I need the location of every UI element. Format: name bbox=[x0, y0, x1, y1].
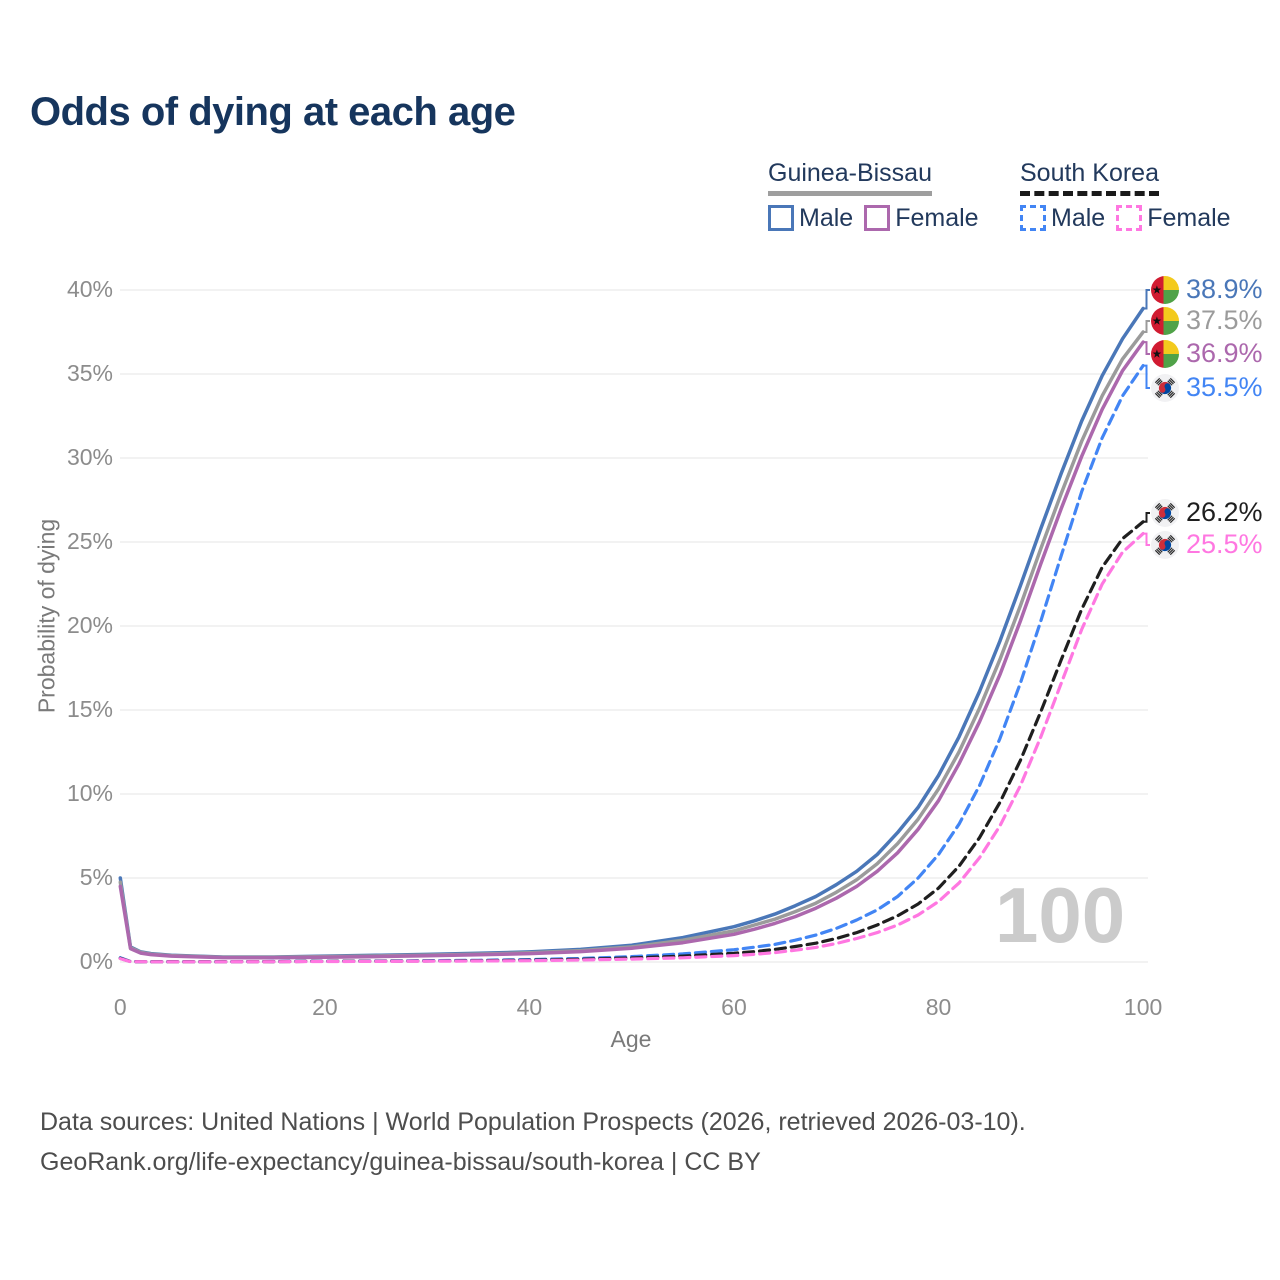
x-tick-label: 80 bbox=[925, 994, 952, 1020]
legend-item-south-korea-female[interactable]: Female bbox=[1116, 203, 1231, 233]
data-sources-text: Data sources: United Nations | World Pop… bbox=[40, 1108, 1026, 1136]
legend-item-label: Male bbox=[799, 203, 854, 232]
x-tick-label: 40 bbox=[516, 994, 543, 1020]
x-tick-label: 0 bbox=[113, 994, 127, 1020]
x-axis-title: Age bbox=[610, 1026, 652, 1052]
legend-item-label: Male bbox=[1051, 203, 1106, 232]
end-label-connector bbox=[1143, 364, 1150, 389]
age-counter-watermark: 100 bbox=[995, 871, 1126, 959]
curve-south-korea-both[interactable] bbox=[118, 520, 1145, 964]
end-label-connector bbox=[1143, 289, 1150, 310]
legend-items-guinea-bissau: Male Female bbox=[768, 204, 979, 233]
end-value-label: 38.9% bbox=[1186, 274, 1263, 304]
curve-guinea-bissau-both[interactable] bbox=[118, 330, 1145, 960]
legend-items-south-korea: Male Female bbox=[1020, 204, 1231, 233]
curve-south-korea-female[interactable] bbox=[118, 531, 1145, 964]
attribution-url-text[interactable]: GeoRank.org/life-expectancy/guinea-bissa… bbox=[40, 1148, 761, 1176]
curve-guinea-bissau-female[interactable] bbox=[118, 340, 1145, 960]
page-title: Odds of dying at each age bbox=[30, 90, 516, 134]
south-korea-flag-icon bbox=[1150, 498, 1180, 528]
curve-guinea-bissau-male[interactable] bbox=[118, 306, 1145, 959]
series-end-label-south-korea-female: 25.5% bbox=[1150, 529, 1263, 560]
legend-item-guinea-bissau-male[interactable]: Male bbox=[768, 204, 853, 233]
x-tick-label: 60 bbox=[721, 994, 747, 1020]
series-end-label-guinea-bissau-male: 38.9% bbox=[1150, 274, 1263, 305]
guinea-bissau-flag-icon bbox=[1150, 275, 1180, 305]
end-value-label: 25.5% bbox=[1186, 529, 1263, 559]
legend-country-guinea-bissau[interactable]: Guinea-Bissau bbox=[768, 159, 932, 196]
x-tick-label: 100 bbox=[1123, 994, 1163, 1020]
y-tick-label: 15% bbox=[66, 696, 113, 722]
series-end-label-south-korea-both: 26.2% bbox=[1150, 497, 1263, 528]
guinea-bissau-flag-icon bbox=[1150, 339, 1180, 369]
legend-country-south-korea[interactable]: South Korea bbox=[1020, 159, 1159, 196]
south-korea-flag-icon bbox=[1150, 373, 1180, 403]
legend-group-guinea-bissau: Guinea-Bissau Male Female bbox=[768, 159, 979, 233]
end-label-connector bbox=[1143, 532, 1150, 546]
legend-group-south-korea: South Korea Male Female bbox=[1020, 159, 1231, 233]
y-tick-label: 10% bbox=[66, 780, 113, 806]
legend-item-south-korea-male[interactable]: Male bbox=[1020, 204, 1105, 233]
solid-male-swatch-icon bbox=[768, 205, 794, 231]
end-label-connector bbox=[1143, 320, 1150, 333]
end-value-label: 35.5% bbox=[1186, 372, 1263, 402]
end-value-label: 26.2% bbox=[1186, 497, 1263, 527]
dashed-male-swatch-icon bbox=[1020, 205, 1046, 231]
legend-item-label: Female bbox=[895, 203, 979, 232]
y-tick-label: 25% bbox=[66, 528, 113, 554]
series-end-label-guinea-bissau-female: 36.9% bbox=[1150, 338, 1263, 369]
series-end-label-south-korea-male: 35.5% bbox=[1150, 372, 1263, 403]
solid-female-swatch-icon bbox=[864, 205, 891, 231]
y-tick-label: 0% bbox=[79, 948, 113, 974]
end-label-connector bbox=[1143, 341, 1150, 355]
end-value-label: 37.5% bbox=[1186, 305, 1263, 335]
y-tick-label: 30% bbox=[66, 444, 113, 470]
legend-item-label: Female bbox=[1147, 203, 1231, 232]
south-korea-flag-icon bbox=[1150, 530, 1180, 560]
x-tick-label: 20 bbox=[312, 994, 338, 1020]
legend-item-guinea-bissau-female[interactable]: Female bbox=[864, 203, 979, 233]
dashed-female-swatch-icon bbox=[1116, 205, 1143, 231]
y-tick-label: 20% bbox=[66, 612, 113, 638]
end-value-label: 36.9% bbox=[1186, 338, 1263, 368]
y-tick-label: 40% bbox=[66, 276, 113, 302]
guinea-bissau-flag-icon bbox=[1150, 306, 1180, 336]
y-tick-label: 5% bbox=[79, 864, 113, 890]
series-end-label-guinea-bissau-both: 37.5% bbox=[1150, 305, 1263, 336]
end-label-connector bbox=[1143, 512, 1150, 523]
y-tick-label: 35% bbox=[66, 360, 113, 386]
